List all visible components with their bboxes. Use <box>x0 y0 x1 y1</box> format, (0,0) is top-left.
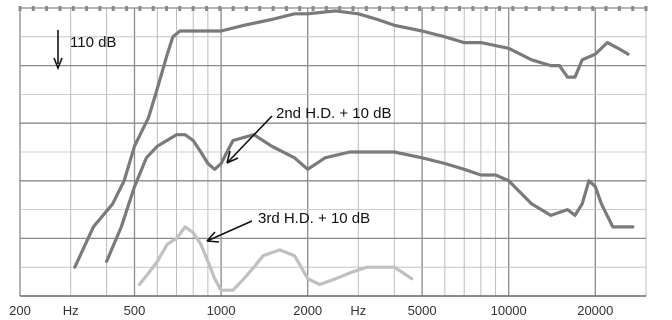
top-edge-tick <box>391 6 395 11</box>
top-edge-tick <box>338 6 342 11</box>
grid <box>18 6 648 297</box>
top-edge-tick <box>604 6 608 11</box>
110db-arrowhead-icon <box>53 57 63 71</box>
top-edge-tick <box>458 6 461 11</box>
x-tick-label: 500 <box>124 303 146 318</box>
top-edge-tick <box>45 6 49 11</box>
series-line-1 <box>73 9 630 269</box>
top-edge-tick <box>524 6 528 11</box>
top-edge-tick <box>644 6 648 11</box>
top-edge-tick <box>271 6 275 11</box>
top-edge-tick <box>498 6 501 11</box>
x-tick-label: 5000 <box>408 303 437 318</box>
top-edge-tick <box>218 6 222 11</box>
x-tick-label: 1000 <box>207 303 236 318</box>
x-tick-label: Hz <box>350 303 366 318</box>
top-edge-tick <box>165 6 168 11</box>
top-edge-tick <box>364 6 368 11</box>
x-tick-label: 200 <box>9 303 31 318</box>
top-edge-tick <box>191 6 195 11</box>
top-edge-tick <box>537 6 541 11</box>
annotation-3rd-hd: 3rd H.D. + 10 dB <box>258 210 370 227</box>
3rd-hd-arrow-icon <box>206 220 253 242</box>
x-tick-label: 10000 <box>491 303 527 318</box>
top-edge-tick <box>111 6 115 11</box>
top-edge-tick <box>617 6 621 11</box>
x-tick-label: 20000 <box>577 303 613 318</box>
top-edge-tick <box>484 6 488 11</box>
top-edge-tick <box>58 6 62 11</box>
top-edge-tick <box>404 6 408 11</box>
top-edge-tick <box>577 6 581 11</box>
3rd-hd-arrowhead-icon <box>206 231 220 243</box>
2nd-hd-arrowhead-icon <box>226 150 239 164</box>
top-edge-tick <box>564 6 568 11</box>
top-edge-tick <box>125 6 129 11</box>
top-edge-tick <box>98 6 102 11</box>
top-edge-tick <box>178 6 182 11</box>
top-edge-tick <box>284 6 288 11</box>
top-edge-tick <box>591 6 595 11</box>
top-edge-tick <box>418 6 422 11</box>
x-tick-labels: 200 Hz 500 1000 2000 Hz 5000 10000 20000 <box>9 303 613 318</box>
series-line-3 <box>137 225 414 292</box>
top-edge-tick <box>31 6 35 11</box>
top-edge-tick <box>378 6 382 11</box>
annotation-2nd-hd: 2nd H.D. + 10 dB <box>276 105 392 122</box>
top-edge-tick <box>471 6 475 11</box>
series-line-2 <box>104 133 635 263</box>
top-edge-tick <box>151 6 155 11</box>
top-edge-tick <box>85 6 89 11</box>
annotation-110db: 110 dB <box>70 34 116 51</box>
top-edge-tick <box>231 6 235 11</box>
x-tick-label: 2000 <box>293 303 322 318</box>
top-edge-tick <box>71 6 75 11</box>
top-edge-tick <box>258 6 262 11</box>
2nd-hd-arrow-icon <box>226 115 273 164</box>
top-edge-tick <box>324 6 328 11</box>
top-edge-tick <box>551 6 555 11</box>
top-edge-tick <box>298 6 302 11</box>
series-layer <box>73 9 635 292</box>
top-edge-tick <box>431 6 435 11</box>
top-edge-tick <box>138 6 142 11</box>
top-edge-tick <box>244 6 248 11</box>
top-edge-tick <box>351 6 355 11</box>
top-edge-tick <box>205 6 208 11</box>
top-edge-tick <box>444 6 448 11</box>
x-tick-label: Hz <box>63 303 79 318</box>
top-edge-tick <box>511 6 515 11</box>
top-edge-tick <box>631 6 635 11</box>
annotations-layer: 110 dB 2nd H.D. + 10 dB 3rd H.D. + 10 dB <box>53 30 392 243</box>
top-edge-tick <box>311 6 315 11</box>
top-edge-tick <box>18 6 22 11</box>
